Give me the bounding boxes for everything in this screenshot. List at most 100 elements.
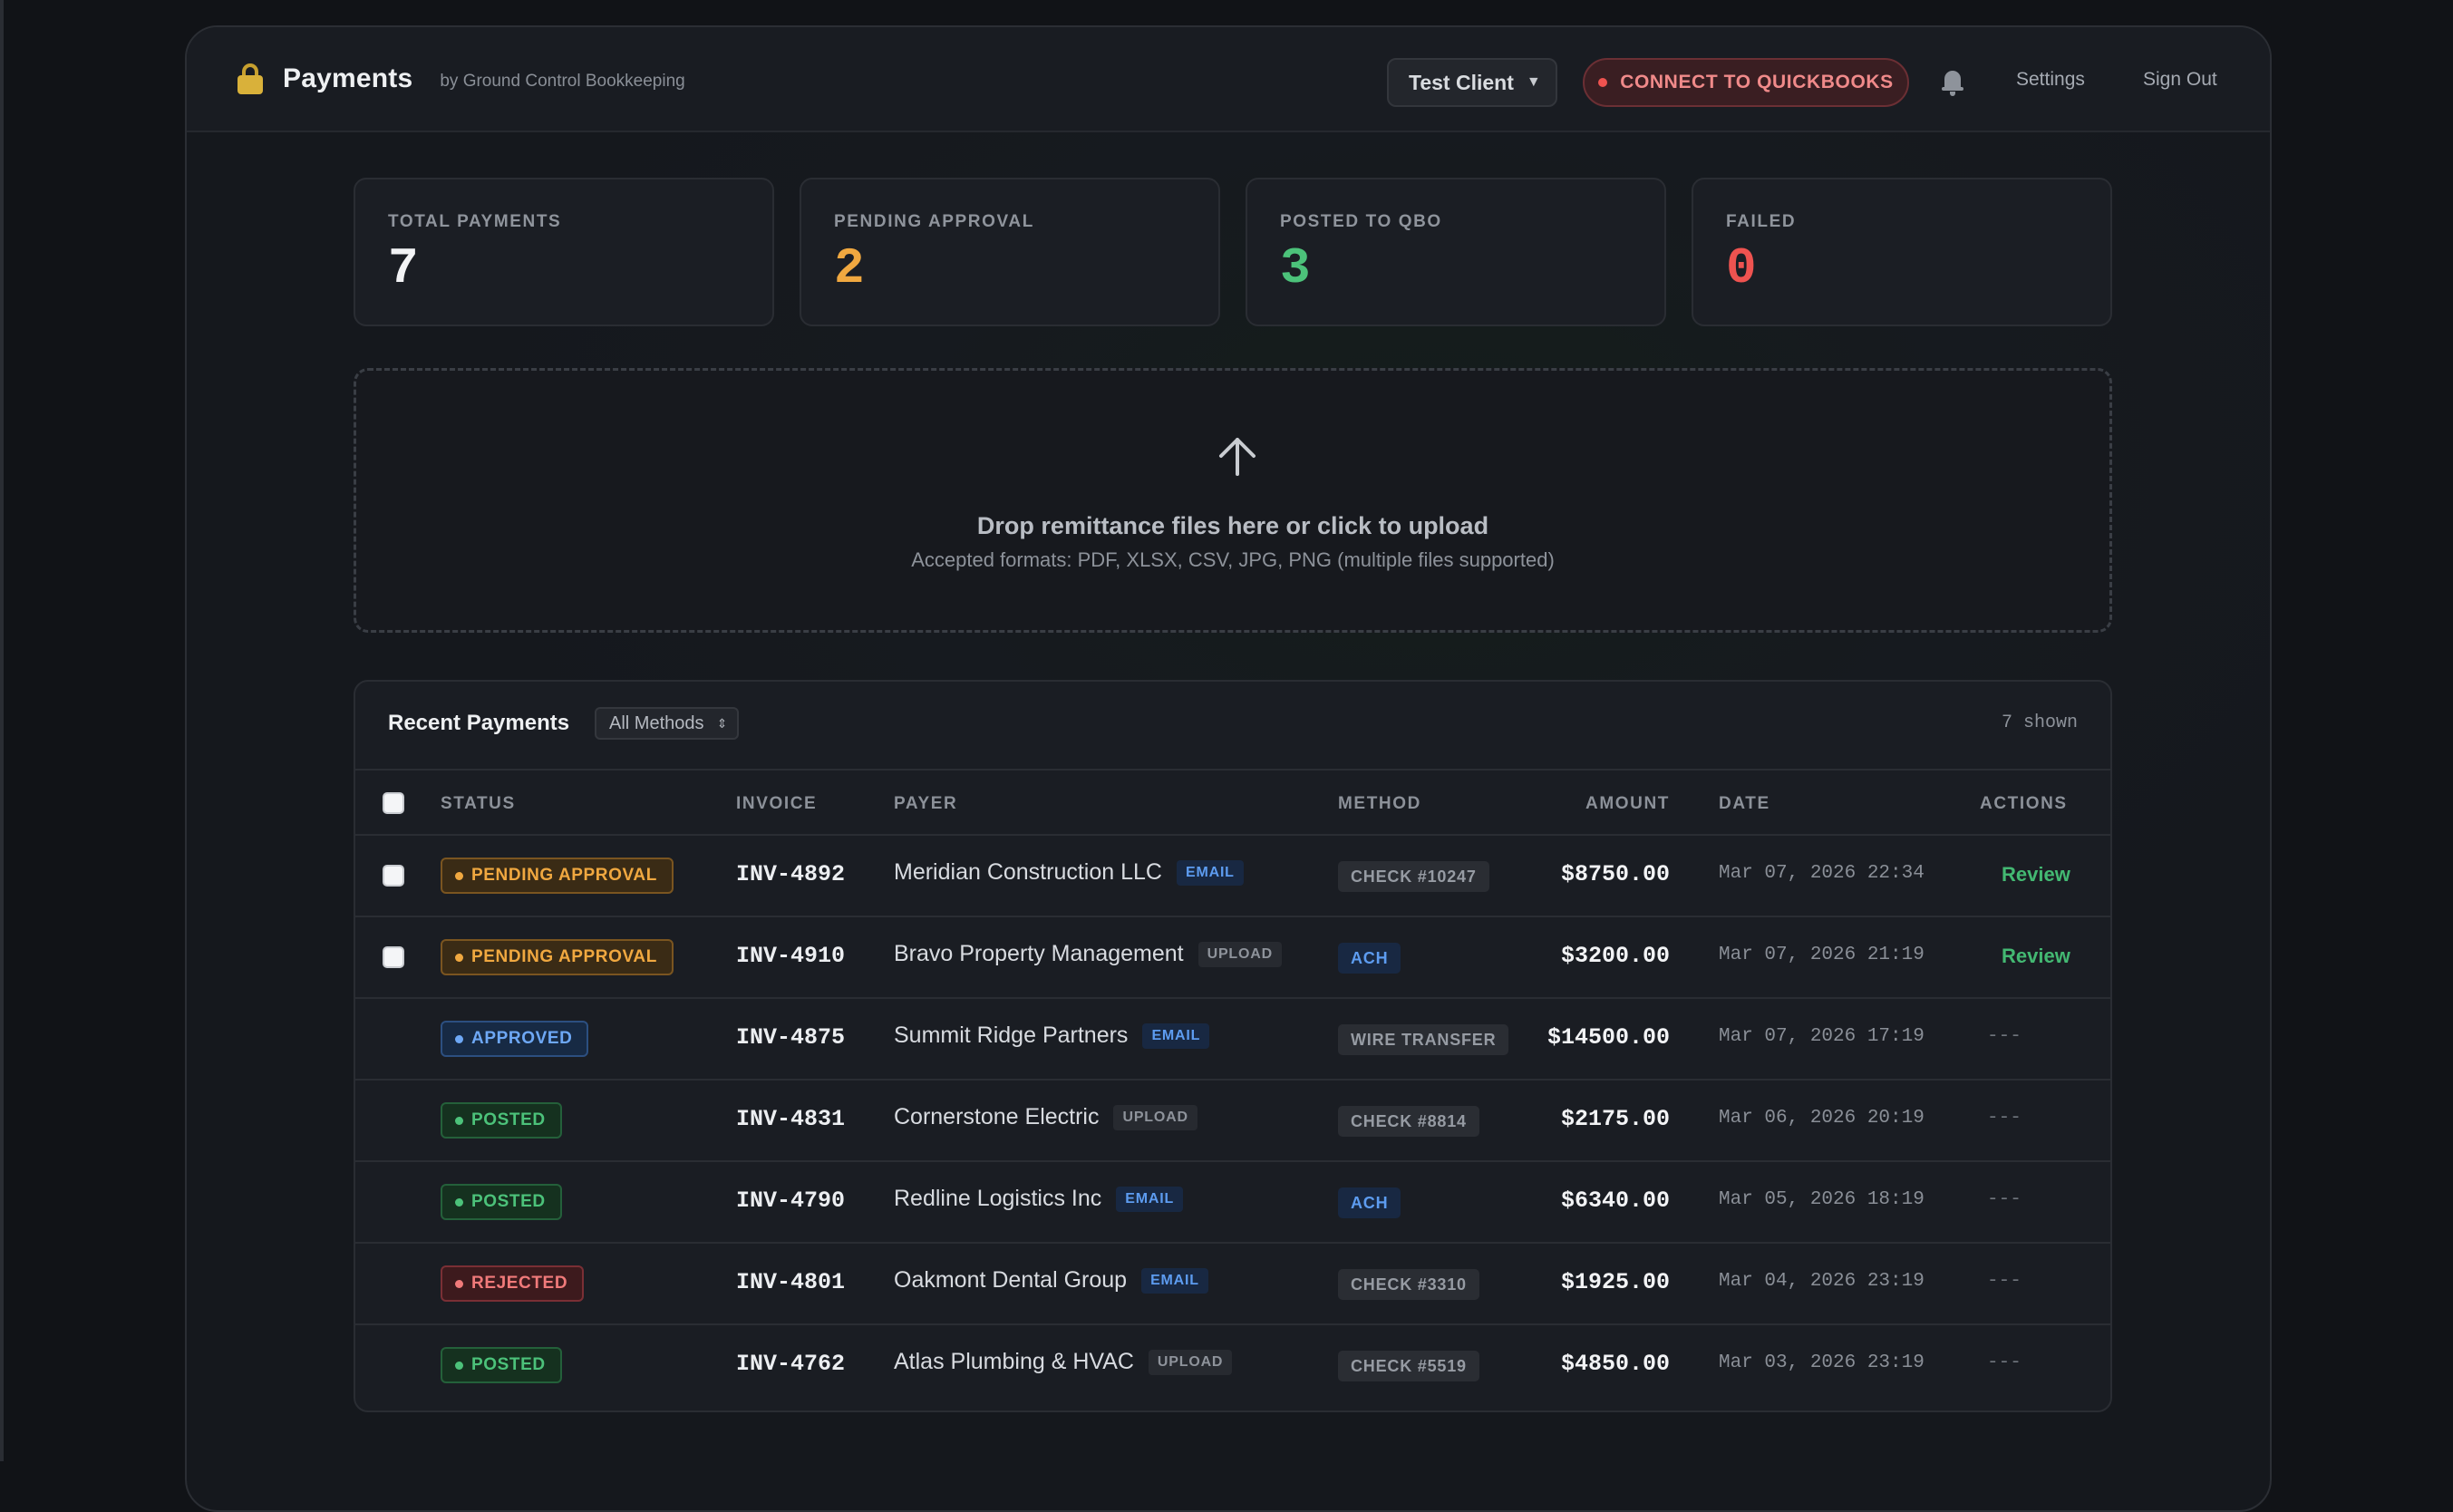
panel-header: Recent Payments All Methods ⇕ 7 shown [355,682,2110,771]
column-header-invoice[interactable]: INVOICE [736,794,818,813]
status-badge: PENDING APPROVAL [441,939,674,975]
payment-date: Mar 07, 2026 17:19 [1719,1026,1925,1047]
upload-arrow-icon [1219,438,1256,476]
payment-date: Mar 03, 2026 23:19 [1719,1352,1925,1373]
status-badge: POSTED [441,1102,562,1139]
shown-count: 7 shown [2001,712,2078,733]
connect-quickbooks-button[interactable]: CONNECT TO QUICKBOOKS [1583,58,1909,107]
page-title: Payments [283,63,413,93]
status-dot-icon [455,1117,463,1125]
column-header-actions: ACTIONS [1980,794,2068,813]
payer-cell: Atlas Plumbing & HVAC UPLOAD [894,1349,1233,1375]
payer-cell: Redline Logistics Inc EMAIL [894,1186,1184,1212]
sign-out-link[interactable]: Sign Out [2143,69,2217,90]
stat-card-posted-to-qbo: POSTED TO QBO 3 [1246,178,1666,326]
payment-date: Mar 06, 2026 20:19 [1719,1108,1925,1129]
payer-name: Atlas Plumbing & HVAC [894,1349,1134,1374]
stat-label: TOTAL PAYMENTS [388,212,562,231]
invoice-number: INV-4790 [736,1187,846,1214]
payer-cell: Bravo Property Management UPLOAD [894,941,1282,967]
payer-name: Cornerstone Electric [894,1104,1100,1129]
payment-date: Mar 04, 2026 23:19 [1719,1271,1925,1292]
amount: $4850.00 [1560,1351,1670,1377]
stat-card-total-payments: TOTAL PAYMENTS 7 [354,178,774,326]
status-badge: POSTED [441,1347,562,1383]
stat-value: 2 [834,239,865,297]
status-label: PENDING APPROVAL [471,866,657,885]
status-dot-icon [455,954,463,962]
status-dot-icon [455,872,463,880]
lock-icon [238,63,263,94]
column-header-amount[interactable]: AMOUNT [1585,794,1670,813]
review-button[interactable]: Review [2002,945,2070,967]
status-dot-icon [455,1198,463,1207]
method-filter-select[interactable]: All Methods ⇕ [595,707,739,740]
source-tag: UPLOAD [1113,1104,1197,1130]
status-badge: POSTED [441,1184,562,1220]
invoice-number: INV-4831 [736,1106,846,1132]
upload-subtitle: Accepted formats: PDF, XLSX, CSV, JPG, P… [911,548,1555,571]
invoice-number: INV-4762 [736,1351,846,1377]
payer-name: Oakmont Dental Group [894,1267,1128,1293]
status-label: POSTED [471,1192,546,1211]
select-all-checkbox[interactable] [383,792,404,814]
table-row[interactable]: POSTED INV-4790 Redline Logistics Inc EMAIL… [355,1162,2110,1244]
table-row[interactable]: APPROVED INV-4875 Summit Ridge Partners EMA… [355,999,2110,1081]
amount: $6340.00 [1560,1187,1670,1214]
method-tag: ACH [1338,943,1401,974]
stat-value: 7 [388,239,419,297]
stat-label: PENDING APPROVAL [834,212,1034,231]
payer-cell: Meridian Construction LLC EMAIL [894,859,1244,886]
row-checkbox[interactable] [383,946,404,968]
method-filter-value: All Methods [609,713,704,733]
settings-link[interactable]: Settings [2016,69,2085,90]
stat-card-failed: FAILED 0 [1692,178,2112,326]
payment-date: Mar 07, 2026 21:19 [1719,945,1925,965]
column-header-method[interactable]: METHOD [1338,794,1421,813]
connect-quickbooks-label: CONNECT TO QUICKBOOKS [1620,72,1894,92]
status-badge: PENDING APPROVAL [441,858,674,894]
column-header-date[interactable]: DATE [1719,794,1770,813]
stat-label: POSTED TO QBO [1280,212,1442,231]
status-dot-icon [455,1035,463,1043]
upload-dropzone[interactable]: Drop remittance files here or click to u… [354,368,2112,633]
app-window: Payments by Ground Control Bookkeeping T… [185,25,2272,1512]
table-row[interactable]: PENDING APPROVAL INV-4910 Bravo Property M… [355,917,2110,999]
status-dot-icon [455,1362,463,1370]
column-header-status[interactable]: STATUS [441,794,516,813]
amount: $8750.00 [1560,861,1670,887]
table-row[interactable]: PENDING APPROVAL INV-4892 Meridian Constru… [355,836,2110,917]
method-tag: CHECK #3310 [1338,1269,1479,1300]
status-label: POSTED [471,1355,546,1374]
source-tag: EMAIL [1141,1267,1208,1294]
payer-name: Summit Ridge Partners [894,1023,1129,1048]
status-label: POSTED [471,1110,546,1129]
source-tag: EMAIL [1116,1186,1184,1212]
client-select[interactable]: Test Client ▼ [1387,58,1557,107]
recent-payments-panel: Recent Payments All Methods ⇕ 7 shown ST… [354,680,2112,1412]
payer-name: Redline Logistics Inc [894,1186,1102,1211]
payer-cell: Oakmont Dental Group EMAIL [894,1267,1208,1294]
review-button[interactable]: Review [2002,863,2070,886]
table-row[interactable]: POSTED INV-4831 Cornerstone Electric UPLOAD… [355,1081,2110,1162]
no-action: --- [1987,1108,2022,1129]
payment-date: Mar 05, 2026 18:19 [1719,1189,1925,1210]
bell-icon[interactable] [1942,69,1963,96]
stat-label: FAILED [1726,212,1797,231]
method-tag: CHECK #10247 [1338,861,1489,892]
row-checkbox[interactable] [383,865,404,887]
method-tag: ACH [1338,1187,1401,1218]
no-action: --- [1987,1271,2022,1292]
amount: $1925.00 [1560,1269,1670,1295]
payer-cell: Cornerstone Electric UPLOAD [894,1104,1197,1130]
method-tag: WIRE TRANSFER [1338,1024,1509,1055]
column-header-payer[interactable]: PAYER [894,794,958,813]
amount: $3200.00 [1560,943,1670,969]
no-action: --- [1987,1189,2022,1210]
payer-name: Bravo Property Management [894,941,1184,966]
table-row[interactable]: POSTED INV-4762 Atlas Plumbing & HVAC UPLOA… [355,1325,2110,1407]
upload-title: Drop remittance files here or click to u… [976,512,1489,539]
status-label: APPROVED [471,1029,573,1048]
status-dot-icon [1598,78,1608,87]
table-row[interactable]: REJECTED INV-4801 Oakmont Dental Group EMAI… [355,1244,2110,1325]
